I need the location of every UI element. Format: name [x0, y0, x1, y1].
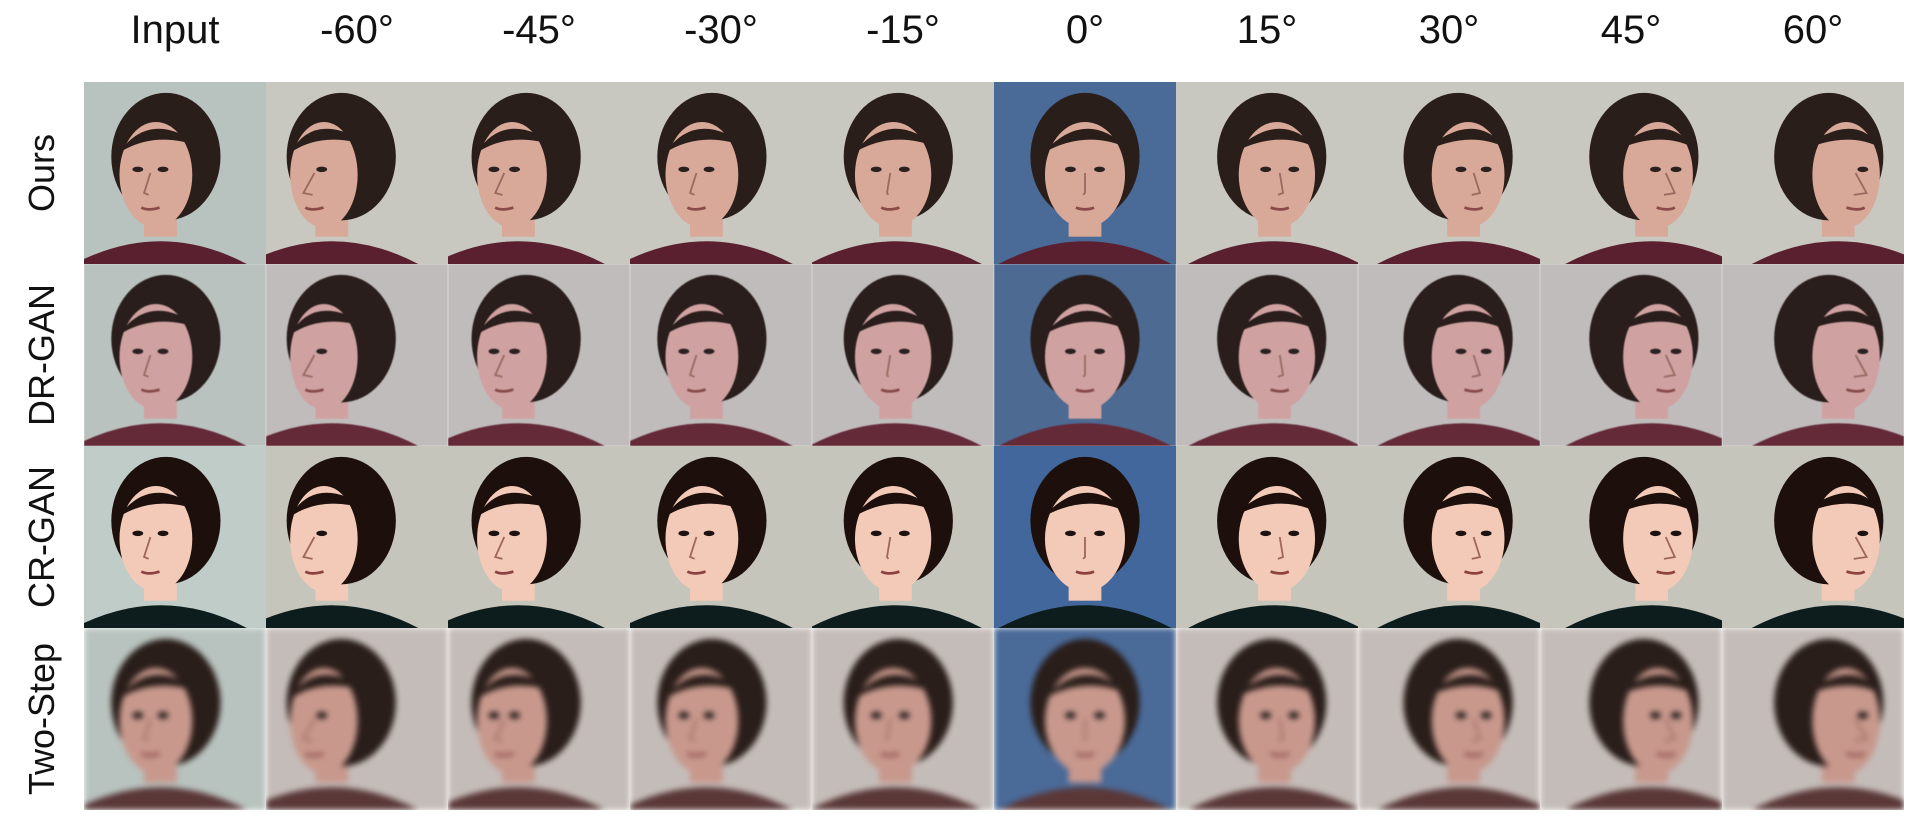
rotated-face-image — [448, 446, 630, 628]
column-header-angle: 0° — [1065, 7, 1105, 52]
rotated-face-image — [1540, 82, 1722, 264]
rotated-face-image — [266, 628, 448, 810]
row-label: Two-Step — [0, 628, 84, 810]
rotated-face-image — [448, 82, 630, 264]
row-label-text: DR-GAN — [21, 284, 62, 426]
face-illustration — [84, 264, 266, 446]
face-illustration — [84, 628, 266, 810]
rotated-face-image — [1176, 264, 1358, 446]
input-face-image — [84, 82, 266, 264]
face-illustration — [994, 628, 1176, 810]
rotated-face-image — [994, 82, 1176, 264]
rotated-face-image — [1722, 82, 1904, 264]
face-illustration — [1722, 628, 1904, 810]
row-label-text: Ours — [21, 133, 62, 213]
column-header-angle: -60° — [320, 7, 394, 52]
column-header-angle: 15° — [1236, 7, 1298, 52]
rotated-face-image — [266, 82, 448, 264]
column-header-angle: -15° — [866, 7, 940, 52]
rotated-face-image — [1176, 628, 1358, 810]
face-illustration — [812, 446, 994, 628]
rotated-face-image — [812, 264, 994, 446]
face-illustration — [1358, 446, 1540, 628]
face-illustration — [266, 82, 448, 264]
rotated-face-image — [1176, 446, 1358, 628]
face-illustration — [1176, 446, 1358, 628]
rotated-face-image — [1540, 628, 1722, 810]
input-face-image — [84, 446, 266, 628]
row-label-text: Two-Step — [21, 642, 62, 796]
face-illustration — [84, 446, 266, 628]
rotated-face-image — [812, 628, 994, 810]
column-header-angle: 60° — [1782, 7, 1844, 52]
face-illustration — [812, 264, 994, 446]
rotated-face-image — [994, 446, 1176, 628]
face-illustration — [1358, 628, 1540, 810]
rotated-face-image — [266, 446, 448, 628]
face-illustration — [1358, 82, 1540, 264]
face-illustration — [84, 82, 266, 264]
face-illustration — [266, 264, 448, 446]
column-header-angle: 30° — [1418, 7, 1480, 52]
face-illustration — [1540, 82, 1722, 264]
face-illustration — [994, 264, 1176, 446]
input-face-image — [84, 628, 266, 810]
rotated-face-image — [630, 628, 812, 810]
rotated-face-image — [630, 264, 812, 446]
face-illustration — [448, 82, 630, 264]
face-illustration — [630, 628, 812, 810]
face-illustration — [1540, 628, 1722, 810]
face-illustration — [1722, 264, 1904, 446]
face-illustration — [448, 628, 630, 810]
face-illustration — [1176, 264, 1358, 446]
face-illustration — [448, 446, 630, 628]
face-illustration — [1176, 82, 1358, 264]
input-face-image — [84, 264, 266, 446]
face-illustration — [630, 264, 812, 446]
row-label: Ours — [0, 82, 84, 264]
face-illustration — [1540, 446, 1722, 628]
rotated-face-image — [1722, 446, 1904, 628]
rotated-face-image — [1540, 264, 1722, 446]
face-illustration — [1176, 628, 1358, 810]
rotated-face-image — [1540, 446, 1722, 628]
column-header-angle: -30° — [684, 7, 758, 52]
rotated-face-image — [994, 628, 1176, 810]
face-illustration — [812, 82, 994, 264]
rotated-face-image — [1358, 82, 1540, 264]
column-header-input: Input — [130, 7, 220, 52]
face-illustration — [1722, 446, 1904, 628]
rotated-face-image — [1358, 264, 1540, 446]
rotated-face-image — [1358, 628, 1540, 810]
column-header-angle: 45° — [1600, 7, 1662, 52]
rotated-face-image — [266, 264, 448, 446]
rotated-face-image — [1722, 264, 1904, 446]
rotated-face-image — [1358, 446, 1540, 628]
face-illustration — [266, 446, 448, 628]
rotated-face-image — [448, 628, 630, 810]
face-illustration — [1358, 264, 1540, 446]
rotated-face-image — [994, 264, 1176, 446]
rotated-face-image — [1722, 628, 1904, 810]
face-illustration — [812, 628, 994, 810]
face-illustration — [630, 82, 812, 264]
rotated-face-image — [812, 82, 994, 264]
rotated-face-image — [1176, 82, 1358, 264]
face-illustration — [1722, 82, 1904, 264]
row-label: CR-GAN — [0, 446, 84, 628]
face-illustration — [448, 264, 630, 446]
face-illustration — [1540, 264, 1722, 446]
rotated-face-image — [630, 82, 812, 264]
face-illustration — [994, 446, 1176, 628]
row-label-text: CR-GAN — [21, 466, 62, 608]
column-header-angle: -45° — [502, 7, 576, 52]
face-illustration — [630, 446, 812, 628]
rotated-face-image — [812, 446, 994, 628]
face-illustration — [266, 628, 448, 810]
face-illustration — [994, 82, 1176, 264]
row-label: DR-GAN — [0, 264, 84, 446]
rotated-face-image — [630, 446, 812, 628]
rotated-face-image — [448, 264, 630, 446]
